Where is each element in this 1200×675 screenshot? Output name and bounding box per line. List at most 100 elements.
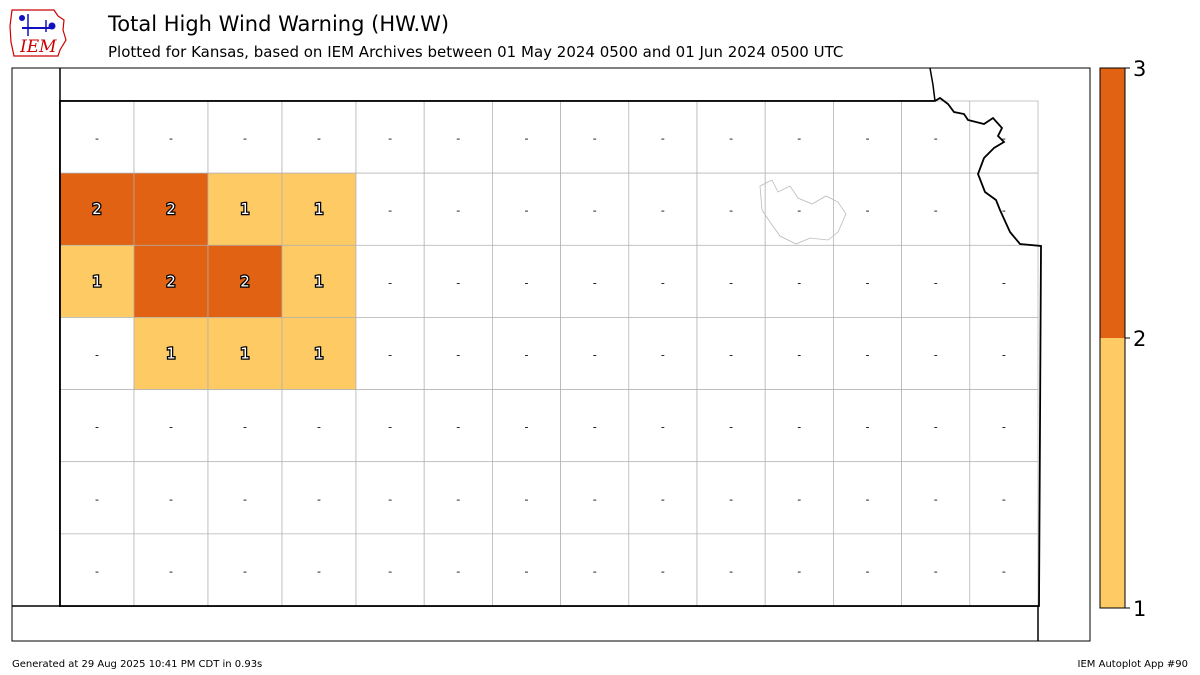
county-cell [764, 172, 834, 246]
county-value-label: - [729, 276, 733, 289]
county-cell [59, 244, 135, 318]
county-cell [969, 244, 1039, 318]
county-cell [423, 317, 493, 390]
county-value-label: 1 [314, 272, 324, 290]
county-value-label: - [525, 421, 529, 434]
county-value-label: - [1002, 132, 1006, 145]
county-cell [355, 533, 425, 607]
county-value-label: - [1002, 421, 1006, 434]
county-cell [281, 389, 357, 463]
county-value-label: - [797, 204, 801, 217]
county-cell [696, 461, 766, 535]
county-cell [833, 317, 902, 390]
county-value-label: 1 [240, 200, 250, 218]
county-value-label: - [243, 132, 247, 145]
county-value-label: - [934, 565, 938, 578]
county-value-label: - [1002, 276, 1006, 289]
county-cell [764, 100, 834, 174]
county-value-label: - [593, 565, 597, 578]
county-value-label: - [169, 493, 173, 506]
county-cell [133, 461, 209, 535]
county-cell [696, 100, 766, 174]
county-value-label: - [866, 349, 870, 362]
county-value-label: - [95, 421, 99, 434]
county-value-label: - [593, 132, 597, 145]
county-value-label: - [1002, 349, 1006, 362]
county-cell [901, 389, 971, 463]
county-cell [833, 533, 902, 607]
county-cell [281, 244, 357, 318]
county-value-label: - [593, 349, 597, 362]
county-value-label: - [797, 276, 801, 289]
county-value-label: - [95, 349, 99, 362]
county-value-label: 1 [314, 345, 324, 363]
county-cell [696, 317, 766, 390]
county-value-label: - [317, 493, 321, 506]
county-cell [969, 317, 1039, 390]
county-value-label: - [243, 421, 247, 434]
county-cell [969, 461, 1039, 535]
generated-timestamp: Generated at 29 Aug 2025 10:41 PM CDT in… [12, 659, 263, 670]
county-value-label: - [456, 132, 460, 145]
county-cell [969, 100, 1039, 174]
county-value-label: - [934, 276, 938, 289]
county-cell [833, 100, 902, 174]
county-cell [560, 461, 630, 535]
county-value-label: - [1002, 493, 1006, 506]
county-value-label: - [169, 421, 173, 434]
county-cell [355, 461, 425, 535]
county-value-label: - [317, 565, 321, 578]
county-value-label: - [797, 349, 801, 362]
county-value-label: - [866, 204, 870, 217]
county-cell [59, 317, 135, 390]
county-value-label: - [661, 204, 665, 217]
county-value-label: - [797, 421, 801, 434]
county-cell [492, 100, 561, 174]
county-cell [492, 172, 561, 246]
county-value-label: - [661, 349, 665, 362]
colorbar-bin [1100, 338, 1125, 608]
county-cell [207, 100, 283, 174]
county-cell [901, 461, 971, 535]
county-cell [423, 461, 493, 535]
county-value-label: 1 [92, 272, 102, 290]
county-value-label: 2 [166, 272, 176, 290]
county-cell [969, 172, 1039, 246]
county-value-label: - [388, 132, 392, 145]
county-cell [355, 100, 425, 174]
county-cell [969, 533, 1039, 607]
county-value-label: - [593, 204, 597, 217]
county-value-label: - [525, 276, 529, 289]
colorbar-bin [1100, 68, 1125, 338]
county-value-label: 2 [166, 200, 176, 218]
county-cell [423, 389, 493, 463]
river-outline [759, 179, 847, 245]
county-value-label: - [934, 204, 938, 217]
county-cell [901, 172, 971, 246]
county-cell [764, 533, 834, 607]
county-cell [560, 533, 630, 607]
county-cell [355, 172, 425, 246]
chart-title: Total High Wind Warning (HW.W) [108, 12, 450, 36]
county-cell [628, 389, 698, 463]
county-value-label: - [661, 276, 665, 289]
county-cell [628, 533, 698, 607]
county-value-label: - [388, 493, 392, 506]
county-cell [59, 389, 135, 463]
county-cell [492, 389, 561, 463]
county-cell [764, 317, 834, 390]
county-cell [355, 317, 425, 390]
colorbar-tick-label: 3 [1133, 57, 1146, 81]
county-value-label: - [729, 204, 733, 217]
county-value-label: - [661, 493, 665, 506]
county-labels: - - - - - - - - - - - - - - 2 2 1 1 - - - - - - - - - - 1 2 2 1 - - - - - - - -… [91, 132, 1006, 578]
county-value-label: - [729, 493, 733, 506]
kansas-outline [59, 96, 1042, 607]
colorbar-tick-label: 2 [1133, 327, 1146, 351]
county-value-label: - [456, 493, 460, 506]
county-cell [969, 389, 1039, 463]
county-value-label: - [1002, 565, 1006, 578]
county-value-label: - [797, 565, 801, 578]
